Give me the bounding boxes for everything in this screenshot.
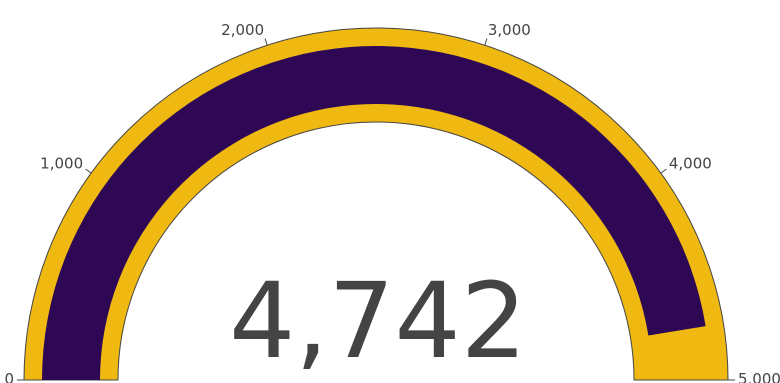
gauge-value-bar [42, 45, 706, 381]
tick-mark [264, 38, 268, 46]
tick-label: 3,000 [488, 21, 531, 39]
tick-label: 5,000 [738, 370, 780, 383]
tick-label: 4,000 [669, 154, 712, 172]
tick-label: 0 [4, 370, 14, 383]
gauge-axis: 0 1,000 2,000 3,000 4,000 5,000 [4, 21, 780, 383]
tick-mark [484, 38, 488, 46]
tick-mark [660, 168, 667, 174]
gauge-value-number: 4,742 [229, 260, 527, 382]
tick-label: 2,000 [221, 21, 264, 39]
tick-mark [85, 168, 92, 174]
tick-label: 1,000 [40, 154, 83, 172]
